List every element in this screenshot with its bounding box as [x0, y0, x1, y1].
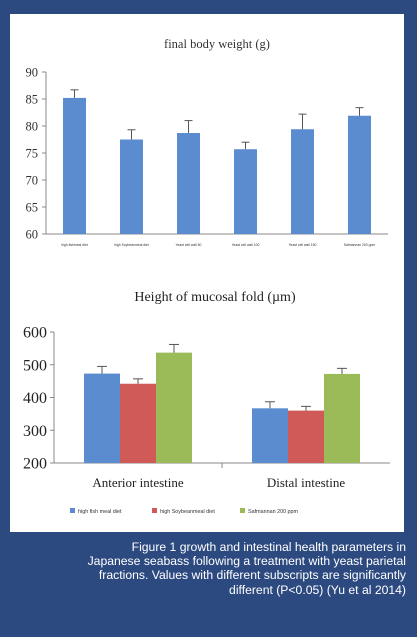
x-tick-label: high fishmeal diet: [61, 243, 87, 247]
error-bar: [184, 120, 193, 134]
bar: [177, 133, 200, 234]
error-bar: [169, 343, 179, 353]
y-tick-label: 600: [23, 325, 47, 342]
x-tick-label: Yeast cell wall 50: [176, 243, 202, 247]
error-bar: [265, 401, 275, 409]
x-category-label: Distal intestine: [267, 475, 346, 490]
legend-swatch: [240, 508, 245, 513]
error-bar: [298, 113, 307, 130]
x-tick-label: Yeast cell wall 100: [232, 243, 260, 247]
bar: [63, 97, 86, 234]
chart-title: final body weight (g): [164, 37, 270, 51]
caption-line: Japanese seabass following a treatment w…: [87, 554, 406, 569]
bar: [288, 410, 324, 463]
error-bar: [355, 107, 364, 116]
bar: [252, 408, 288, 463]
error-bar: [133, 378, 143, 384]
x-tick-label: Safmannan 200 ppm: [344, 243, 376, 247]
figure-panel: final body weight (g) 60 65 70 75 80 85 90 high …: [10, 14, 404, 532]
y-tick-label: 70: [26, 174, 39, 188]
bar: [234, 149, 257, 234]
y-tick-label: 200: [23, 456, 47, 473]
bar: [348, 115, 371, 234]
y-tick-label: 65: [26, 201, 39, 215]
bar: [120, 139, 143, 234]
y-tick-label: 85: [26, 93, 39, 107]
bar: [156, 352, 192, 463]
error-bar: [127, 129, 136, 140]
caption-line: different (P<0.05) (Yu et al 2014): [229, 582, 406, 597]
y-tick-label: 60: [26, 228, 39, 242]
legend-label: Safmannan 200 ppm: [248, 509, 299, 515]
y-tick-label: 500: [23, 357, 47, 374]
error-bar: [70, 89, 79, 98]
caption-line: Figure 1 growth and intestinal health pa…: [131, 540, 406, 554]
caption-line: fractions. Values with different subscri…: [98, 568, 406, 583]
mucosal-fold-chart: Height of mucosal fold (µm) 200 300 400 500 6…: [23, 290, 390, 515]
bar: [84, 373, 120, 463]
y-tick-label: 400: [23, 390, 47, 407]
legend-swatch: [70, 508, 75, 513]
bar: [120, 383, 156, 463]
legend-label: high fish meal diet: [78, 509, 122, 515]
error-bar: [97, 365, 107, 374]
y-tick-label: 300: [23, 423, 47, 440]
bar: [291, 129, 314, 234]
error-bar: [241, 141, 250, 150]
x-tick-label: high Soybeanmeal diet: [114, 243, 149, 247]
figure-caption: Figure 1 growth and intestinal health pa…: [10, 540, 406, 597]
bar: [324, 373, 360, 463]
body-weight-chart: final body weight (g) 60 65 70 75 80 85 90 high …: [26, 37, 388, 247]
y-tick-label: 80: [26, 120, 39, 134]
error-bar: [301, 405, 311, 411]
legend-label: high Soybeanmeal diet: [160, 509, 215, 515]
error-bar: [337, 367, 347, 374]
x-tick-label: Yeast cell wall 150: [289, 243, 317, 247]
chart-title: Height of mucosal fold (µm): [134, 290, 296, 305]
x-category-label: Anterior intestine: [92, 475, 184, 490]
y-tick-label: 75: [26, 147, 39, 161]
legend-swatch: [152, 508, 157, 513]
y-tick-label: 90: [26, 66, 39, 80]
